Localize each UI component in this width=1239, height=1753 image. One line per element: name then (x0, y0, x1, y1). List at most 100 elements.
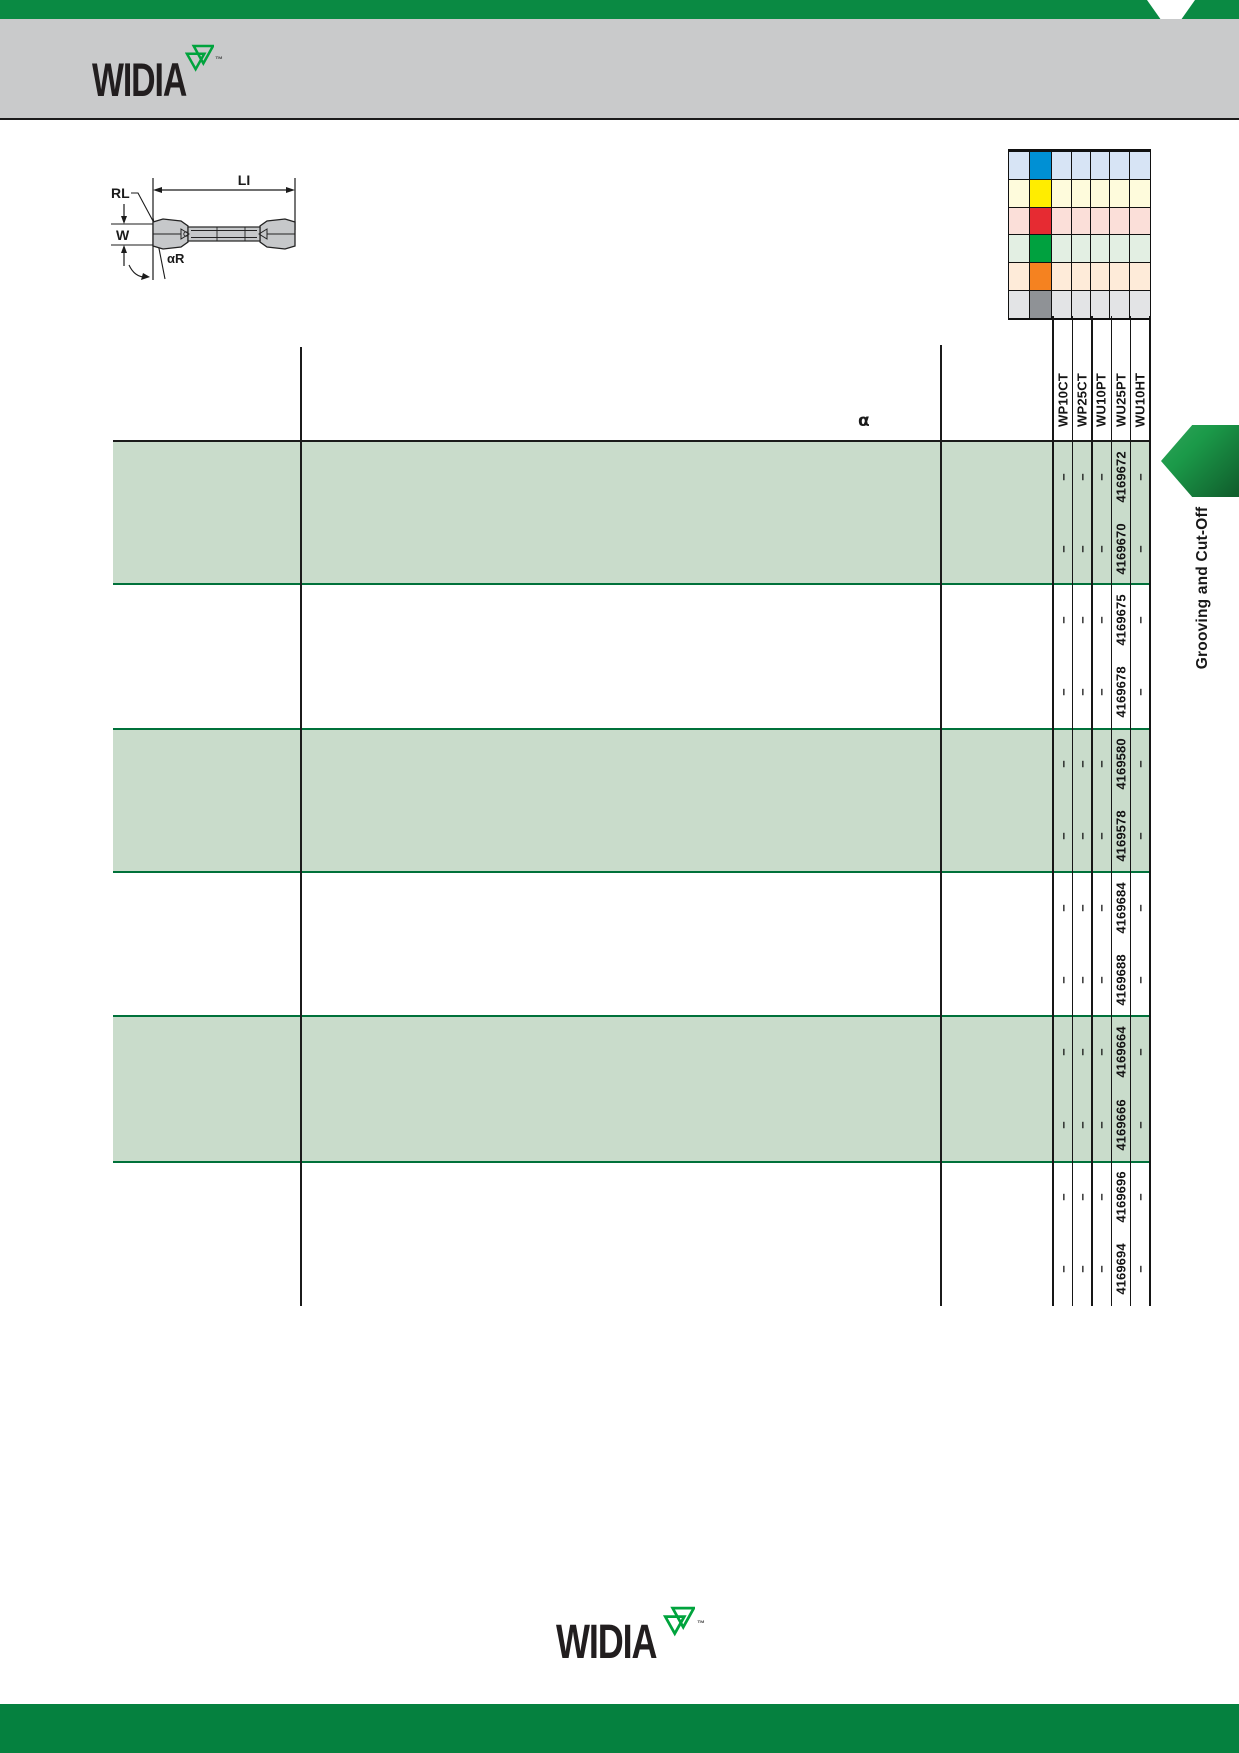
band-separator (113, 727, 1150, 730)
grade-column-header: WP25CT (1074, 373, 1090, 427)
grade-cell: – (1074, 760, 1090, 768)
grade-cell: – (1055, 687, 1070, 696)
grade-cell: – (1055, 760, 1070, 768)
grade-cell: – (1093, 760, 1109, 768)
top-bar (0, 0, 1239, 19)
grade-cell: – (1093, 1192, 1109, 1201)
material-grid-cell-highlight (1030, 152, 1052, 180)
grade-cell: – (1132, 1048, 1148, 1056)
grade-cell: – (1132, 831, 1148, 840)
table-top-rule (113, 440, 1150, 443)
material-grid-cell (1071, 263, 1091, 291)
material-grid-cell (1129, 263, 1150, 291)
grade-column-header: WU10HT (1132, 372, 1148, 428)
material-grid-cell (1090, 152, 1111, 180)
column-divider (940, 345, 942, 1306)
order-number: 4169666 (1113, 1098, 1129, 1151)
material-grid-cell (1052, 207, 1072, 236)
grade-cell: – (1055, 1048, 1070, 1056)
alpha-column-label: α (858, 411, 870, 431)
material-grid-cell (1129, 290, 1150, 319)
trademark-symbol: ™ (215, 55, 223, 64)
grade-column-line (1130, 316, 1132, 1306)
material-grid-cell (1052, 263, 1072, 291)
material-grid-cell (1009, 263, 1030, 291)
table-band-green (113, 729, 1150, 871)
band-separator (113, 1160, 1150, 1163)
material-grid-cell-highlight (1030, 179, 1052, 208)
band-separator (113, 871, 1150, 873)
material-grid-cell (1129, 235, 1150, 264)
section-title-vertical: Grooving and Cut-Off (1194, 506, 1211, 670)
grade-cell: – (1074, 687, 1090, 696)
order-number: 4169678 (1113, 665, 1129, 718)
band-separator (113, 582, 1150, 585)
grade-cell: – (1074, 1120, 1090, 1129)
grade-column-line (1072, 316, 1074, 1306)
grade-cell: – (1055, 616, 1070, 624)
grade-cell: – (1055, 473, 1070, 481)
material-grid-cell (1052, 152, 1072, 180)
column-divider (300, 347, 302, 1306)
grade-column-header: WP10CT (1055, 373, 1070, 427)
dimension-label-alpha-r: αR (167, 251, 185, 266)
material-color-grid (1008, 149, 1151, 320)
material-grid-cell (1110, 263, 1130, 291)
grade-cell: – (1055, 831, 1070, 840)
table-band-green (113, 441, 1150, 583)
masthead-band (0, 19, 1239, 118)
order-number: 4169694 (1113, 1242, 1129, 1295)
grade-cell: – (1093, 831, 1109, 840)
grade-cell: – (1074, 1192, 1090, 1201)
order-number: 4169664 (1113, 1026, 1129, 1078)
order-number: 4169670 (1113, 522, 1129, 575)
grade-cell: – (1074, 831, 1090, 840)
material-grid-cell (1009, 152, 1030, 180)
grade-cell: – (1132, 1192, 1148, 1201)
material-grid-cell (1129, 152, 1150, 180)
order-number: 4169688 (1113, 954, 1129, 1006)
order-number: 4169675 (1113, 594, 1129, 646)
insert-drawing: LI RL W αR (111, 172, 296, 280)
grade-cell: – (1074, 1048, 1090, 1056)
material-grid-cell (1090, 290, 1111, 319)
grade-cell: – (1093, 1048, 1109, 1056)
widia-triangles-icon (185, 44, 214, 72)
material-grid-cell-highlight (1030, 290, 1052, 319)
material-grid-cell (1110, 207, 1130, 236)
grade-cell: – (1132, 473, 1148, 481)
material-grid-cell (1090, 235, 1111, 264)
grade-cell: – (1074, 473, 1090, 481)
grade-column-line (1052, 316, 1054, 1306)
page-edge-tab-shade (1161, 425, 1239, 497)
material-grid-cell (1110, 235, 1130, 264)
grade-cell: – (1074, 544, 1090, 553)
material-grid-cell (1052, 290, 1072, 319)
footer-brand-logo: WIDIA (556, 1616, 657, 1669)
dimension-label-w: W (116, 227, 130, 243)
material-grid-cell-highlight (1030, 207, 1052, 236)
grade-cell: – (1055, 976, 1070, 984)
material-grid-cell (1071, 152, 1091, 180)
grade-column-line (1091, 316, 1093, 1306)
grade-cell: – (1055, 904, 1070, 912)
grade-cell: – (1074, 1264, 1090, 1273)
grade-column-line (1149, 316, 1151, 1306)
order-number: 4169684 (1113, 882, 1129, 934)
grade-cell: – (1132, 904, 1148, 912)
order-number: 4169672 (1113, 451, 1129, 503)
grade-cell: – (1132, 544, 1148, 553)
grade-cell: – (1093, 1120, 1109, 1129)
grade-cell: – (1055, 1120, 1070, 1129)
grade-cell: – (1132, 687, 1148, 696)
grade-cell: – (1132, 760, 1148, 768)
material-grid-cell (1110, 152, 1130, 180)
material-grid-cell (1071, 207, 1091, 236)
material-grid-cell-highlight (1030, 263, 1052, 291)
material-grid-cell (1009, 290, 1030, 319)
grade-column-line (1110, 316, 1112, 1306)
grade-cell: – (1074, 616, 1090, 624)
material-grid-cell (1090, 179, 1111, 208)
grade-cell: – (1055, 544, 1070, 553)
grade-column-header: WU25PT (1113, 373, 1129, 427)
